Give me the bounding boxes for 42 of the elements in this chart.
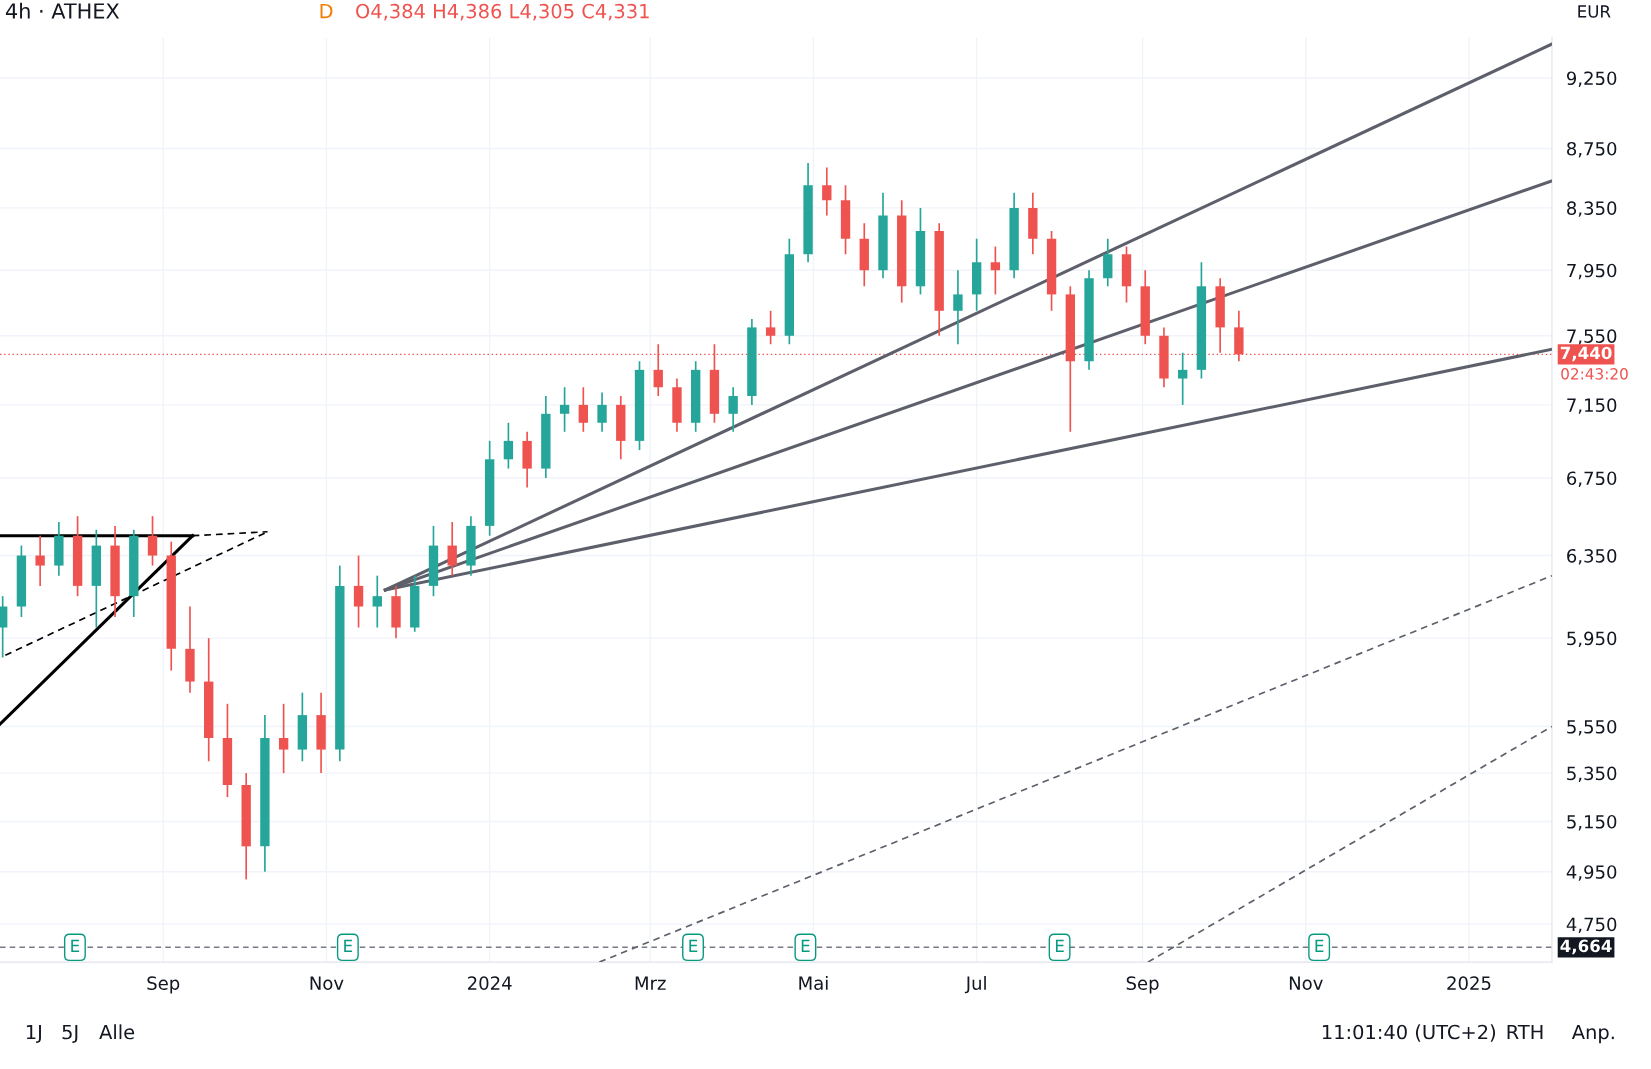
y-tick-label: 4,950 [1566,865,1617,881]
ref-line-label: 7,440 [1560,346,1612,362]
y-tick-label: 4,750 [1566,917,1617,934]
x-tick-label: Jul [964,975,986,994]
y-tick-label: 5,550 [1567,719,1617,736]
ref-line-label: 4,664 [1560,939,1612,955]
text: Alle [99,1024,135,1040]
y-tick-label: 7,550 [1567,329,1617,345]
y-tick-label: 8,750 [1567,141,1617,158]
annotation: E [71,939,80,952]
x-tick-label: Mai [799,975,828,990]
y-tick-label: 5,350 [1567,766,1617,783]
x-tick-label: Mrz [635,976,666,990]
x-tick-label: Sep [1126,976,1159,994]
y-tick-label: 7,150 [1567,398,1617,414]
text: 5J [62,1024,78,1043]
x-tick-label: Nov [1289,976,1323,990]
annotation: E [689,939,698,952]
x-tick-label: Sep [147,976,180,994]
y-tick-label: 5,950 [1567,631,1617,648]
text: 11:01:40 (UTC+2) [1322,1024,1496,1042]
y-tick-label: 8,350 [1567,201,1617,217]
text: D [320,4,333,19]
text: O4,384 H4,386 L4,305 C4,331 [356,3,649,21]
text: 1J [26,1024,41,1043]
y-tick-label: 9,250 [1566,71,1617,87]
text: 02:43:20 [1561,368,1628,380]
text: Anp. [1571,1024,1614,1044]
y-tick-label: 5,150 [1567,814,1617,831]
x-tick-label: 2024 [468,976,512,990]
text: EUR [1578,5,1611,18]
x-tick-label: Nov [310,976,344,990]
annotation: E [1055,939,1064,952]
text: RTH [1507,1024,1543,1040]
chart-title: 4h · ATHEX [5,2,120,19]
y-tick-label: 6,750 [1567,471,1617,487]
y-tick-label: 6,350 [1567,548,1617,565]
annotation: E [801,939,810,952]
x-tick-label: 2025 [1447,976,1491,990]
annotation: E [1315,939,1324,952]
y-tick-label: 7,950 [1567,263,1617,280]
annotation: E [344,939,353,952]
